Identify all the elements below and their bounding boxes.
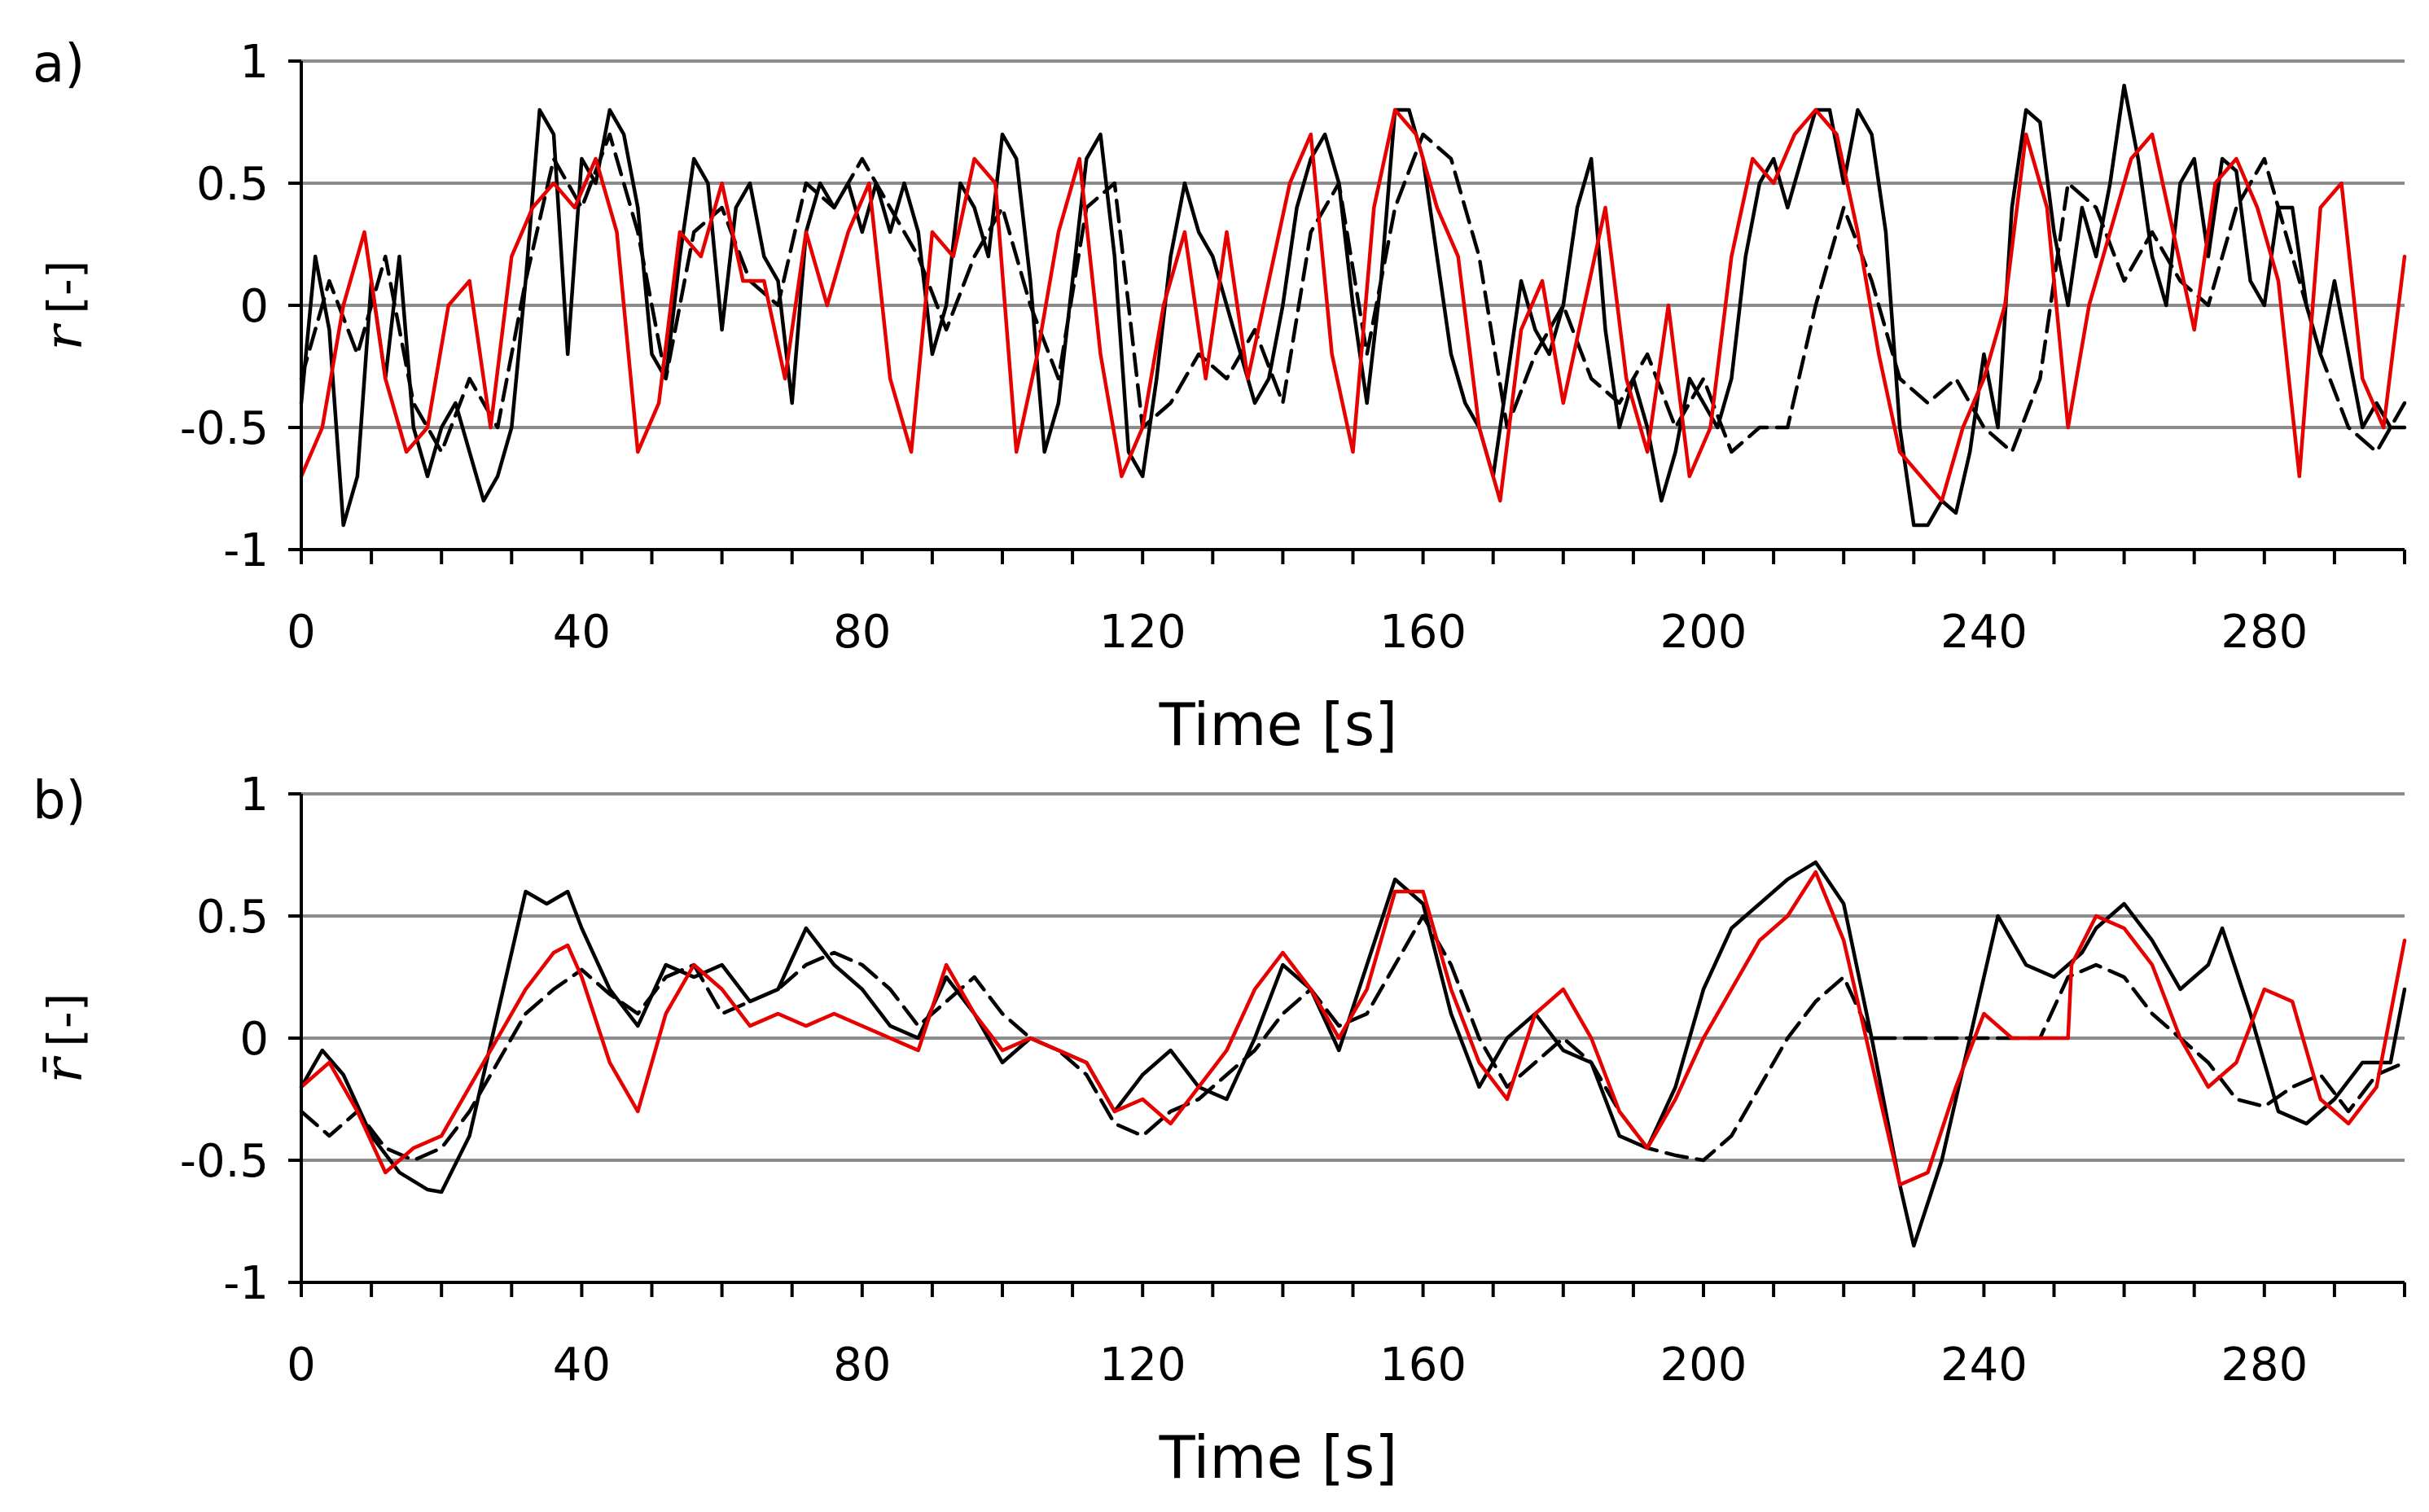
x-tick-label-a: 120 xyxy=(1099,606,1186,659)
x-tick-label-b: 200 xyxy=(1660,1339,1747,1391)
y-axis-unit-b: [-] xyxy=(37,993,93,1047)
x-tick-label-b: 40 xyxy=(553,1339,611,1391)
x-tick-label-b: 80 xyxy=(833,1339,891,1391)
y-tick-label-b: -1 xyxy=(223,1257,269,1310)
y-tick-label-a: 0 xyxy=(239,280,269,333)
panel-a: a) r [-] 1 0.5 0 -0.5 -1 0 40 80 120 160 200 240 280… xyxy=(33,34,2407,759)
y-tick-label-b: -0.5 xyxy=(180,1135,269,1188)
x-tick-label-a: 280 xyxy=(2221,606,2308,659)
y-tick-label-b: 0.5 xyxy=(196,891,269,944)
x-tick-label-a: 80 xyxy=(833,606,891,659)
series-line-a-red xyxy=(299,107,2407,503)
y-axis-unit-a: [-] xyxy=(37,261,93,314)
x-tick-label-a: 240 xyxy=(1940,606,2028,659)
panel-b: b) r̄ [-] 1 0.5 0 -0.5 -1 0 40 80 120 160 200 240 28… xyxy=(33,769,2407,1492)
svg-text:r̄[-]: r̄ [-] xyxy=(34,993,94,1084)
y-axis-title-a: r [-] xyxy=(34,261,94,351)
y-tick-label-b: 1 xyxy=(239,769,269,822)
panel-label-b: b) xyxy=(33,771,86,831)
x-tick-label-a: 0 xyxy=(287,606,316,659)
series-line-b-red xyxy=(299,870,2407,1187)
x-tick-label-b: 160 xyxy=(1379,1339,1467,1391)
y-axis-symbol-a: r xyxy=(34,322,94,350)
x-tick-label-a: 200 xyxy=(1660,606,1747,659)
svg-text:r[-]: r [-] xyxy=(34,261,94,351)
y-tick-label-a: -0.5 xyxy=(180,402,269,455)
x-tick-label-b: 280 xyxy=(2221,1339,2308,1391)
panel-label-a: a) xyxy=(33,34,85,94)
x-tick-label-a: 40 xyxy=(553,606,611,659)
series-line-a-solid-black xyxy=(299,83,2407,528)
x-axis-title-b: Time [s] xyxy=(1159,1423,1398,1492)
y-axis-symbol-b: r̄ xyxy=(34,1055,94,1083)
x-tick-label-b: 0 xyxy=(287,1339,316,1391)
series-line-b-dashed-black xyxy=(299,914,2407,1163)
y-tick-label-b: 0 xyxy=(239,1013,269,1066)
series-line-b-solid-black xyxy=(299,860,2407,1248)
x-axis-title-a: Time [s] xyxy=(1159,690,1398,759)
x-tick-label-a: 160 xyxy=(1379,606,1467,659)
y-tick-label-a: 1 xyxy=(239,36,269,89)
y-tick-label-a: 0.5 xyxy=(196,158,269,211)
x-tick-label-b: 120 xyxy=(1099,1339,1186,1391)
x-tick-label-b: 240 xyxy=(1940,1339,2028,1391)
y-axis-title-b: r̄ [-] xyxy=(34,993,94,1084)
y-tick-label-a: -1 xyxy=(223,524,269,577)
